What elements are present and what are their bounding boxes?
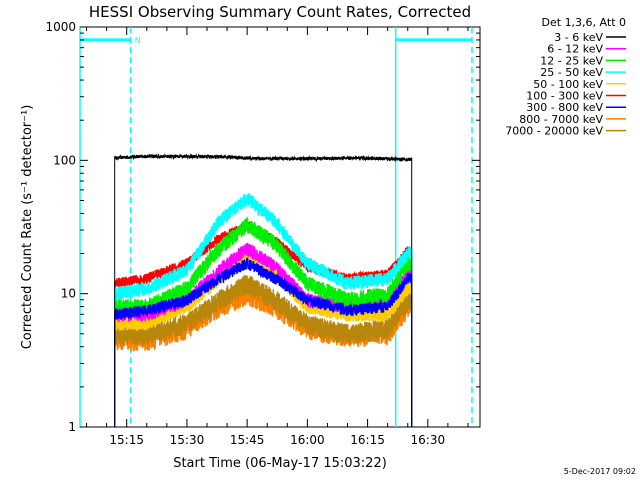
legend-entry-label: 12 - 25 keV xyxy=(540,54,603,67)
series-line-3-6-kev xyxy=(114,153,413,427)
x-axis-label: Start Time (06-May-17 15:03:22) xyxy=(173,456,387,471)
x-tick-label: 16:00 xyxy=(290,433,325,447)
x-tick-label: 15:30 xyxy=(170,433,205,447)
x-tick-label: 15:45 xyxy=(230,433,265,447)
legend-entry-label: 300 - 800 keV xyxy=(526,101,603,114)
legend-entry-label: 800 - 7000 keV xyxy=(519,113,603,126)
y-tick-label: 100 xyxy=(53,153,76,167)
legend-entry-label: 50 - 100 keV xyxy=(533,78,603,91)
x-tick-label: 16:30 xyxy=(411,433,446,447)
legend-entry-label: 3 - 6 keV xyxy=(554,31,603,44)
legend-entry-label: 7000 - 20000 keV xyxy=(505,125,603,138)
series-line-7000-20000-kev xyxy=(114,275,413,427)
y-tick-label: 10 xyxy=(61,287,76,301)
legend-entry-label: 6 - 12 keV xyxy=(547,43,603,56)
legend-entry-label: 25 - 50 keV xyxy=(540,66,603,79)
legend-title: Det 1,3,6, Att 0 xyxy=(542,16,626,29)
x-tick-label: 15:15 xyxy=(109,433,144,447)
annotation-label: N xyxy=(135,36,141,45)
vertical-markers: N xyxy=(79,27,473,427)
series-layer xyxy=(114,153,413,427)
series-line-12-25-kev xyxy=(114,216,413,427)
y-tick-label: 1 xyxy=(68,420,76,434)
y-tick-label: 1000 xyxy=(45,20,76,34)
timestamp: 5-Dec-2017 09:02 xyxy=(564,467,636,476)
series-line-25-50-kev xyxy=(114,193,413,427)
chart-title: HESSI Observing Summary Count Rates, Cor… xyxy=(89,3,471,21)
axes: 15:15 15:30 15:45 16:00 16:15 16:30 1 10 100 1000 xyxy=(45,20,480,447)
x-tick-label: 16:15 xyxy=(350,433,385,447)
y-axis-label: Corrected Count Rate (s⁻¹ detector⁻¹) xyxy=(20,105,35,350)
series-line-300-800-kev xyxy=(114,257,413,427)
legend-entry-label: 100 - 300 keV xyxy=(526,90,603,103)
